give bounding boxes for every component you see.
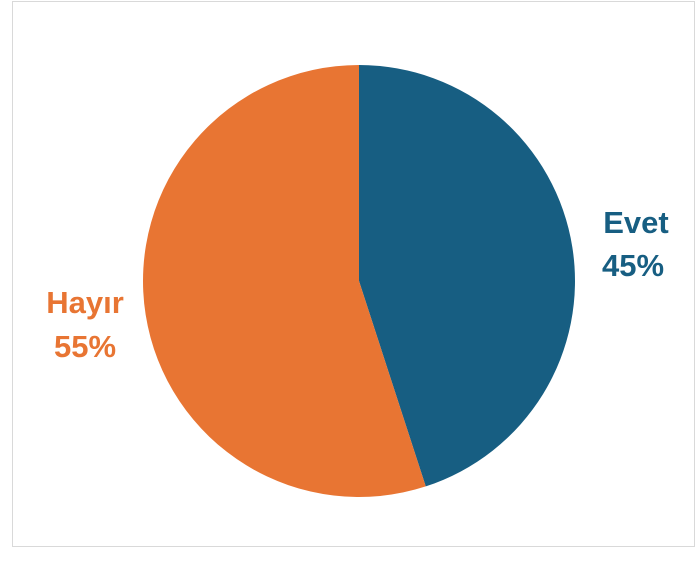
slice-label-hayir-name: Hayır [46,285,124,320]
slice-label-evet-percent: 45% [602,248,664,283]
slice-label-hayir-percent: 55% [54,329,116,364]
pie-slice-hayir [142,65,426,498]
pie-slice-evet [359,65,575,487]
slice-label-evet-name: Evet [603,205,668,240]
pie-slices [142,65,575,498]
